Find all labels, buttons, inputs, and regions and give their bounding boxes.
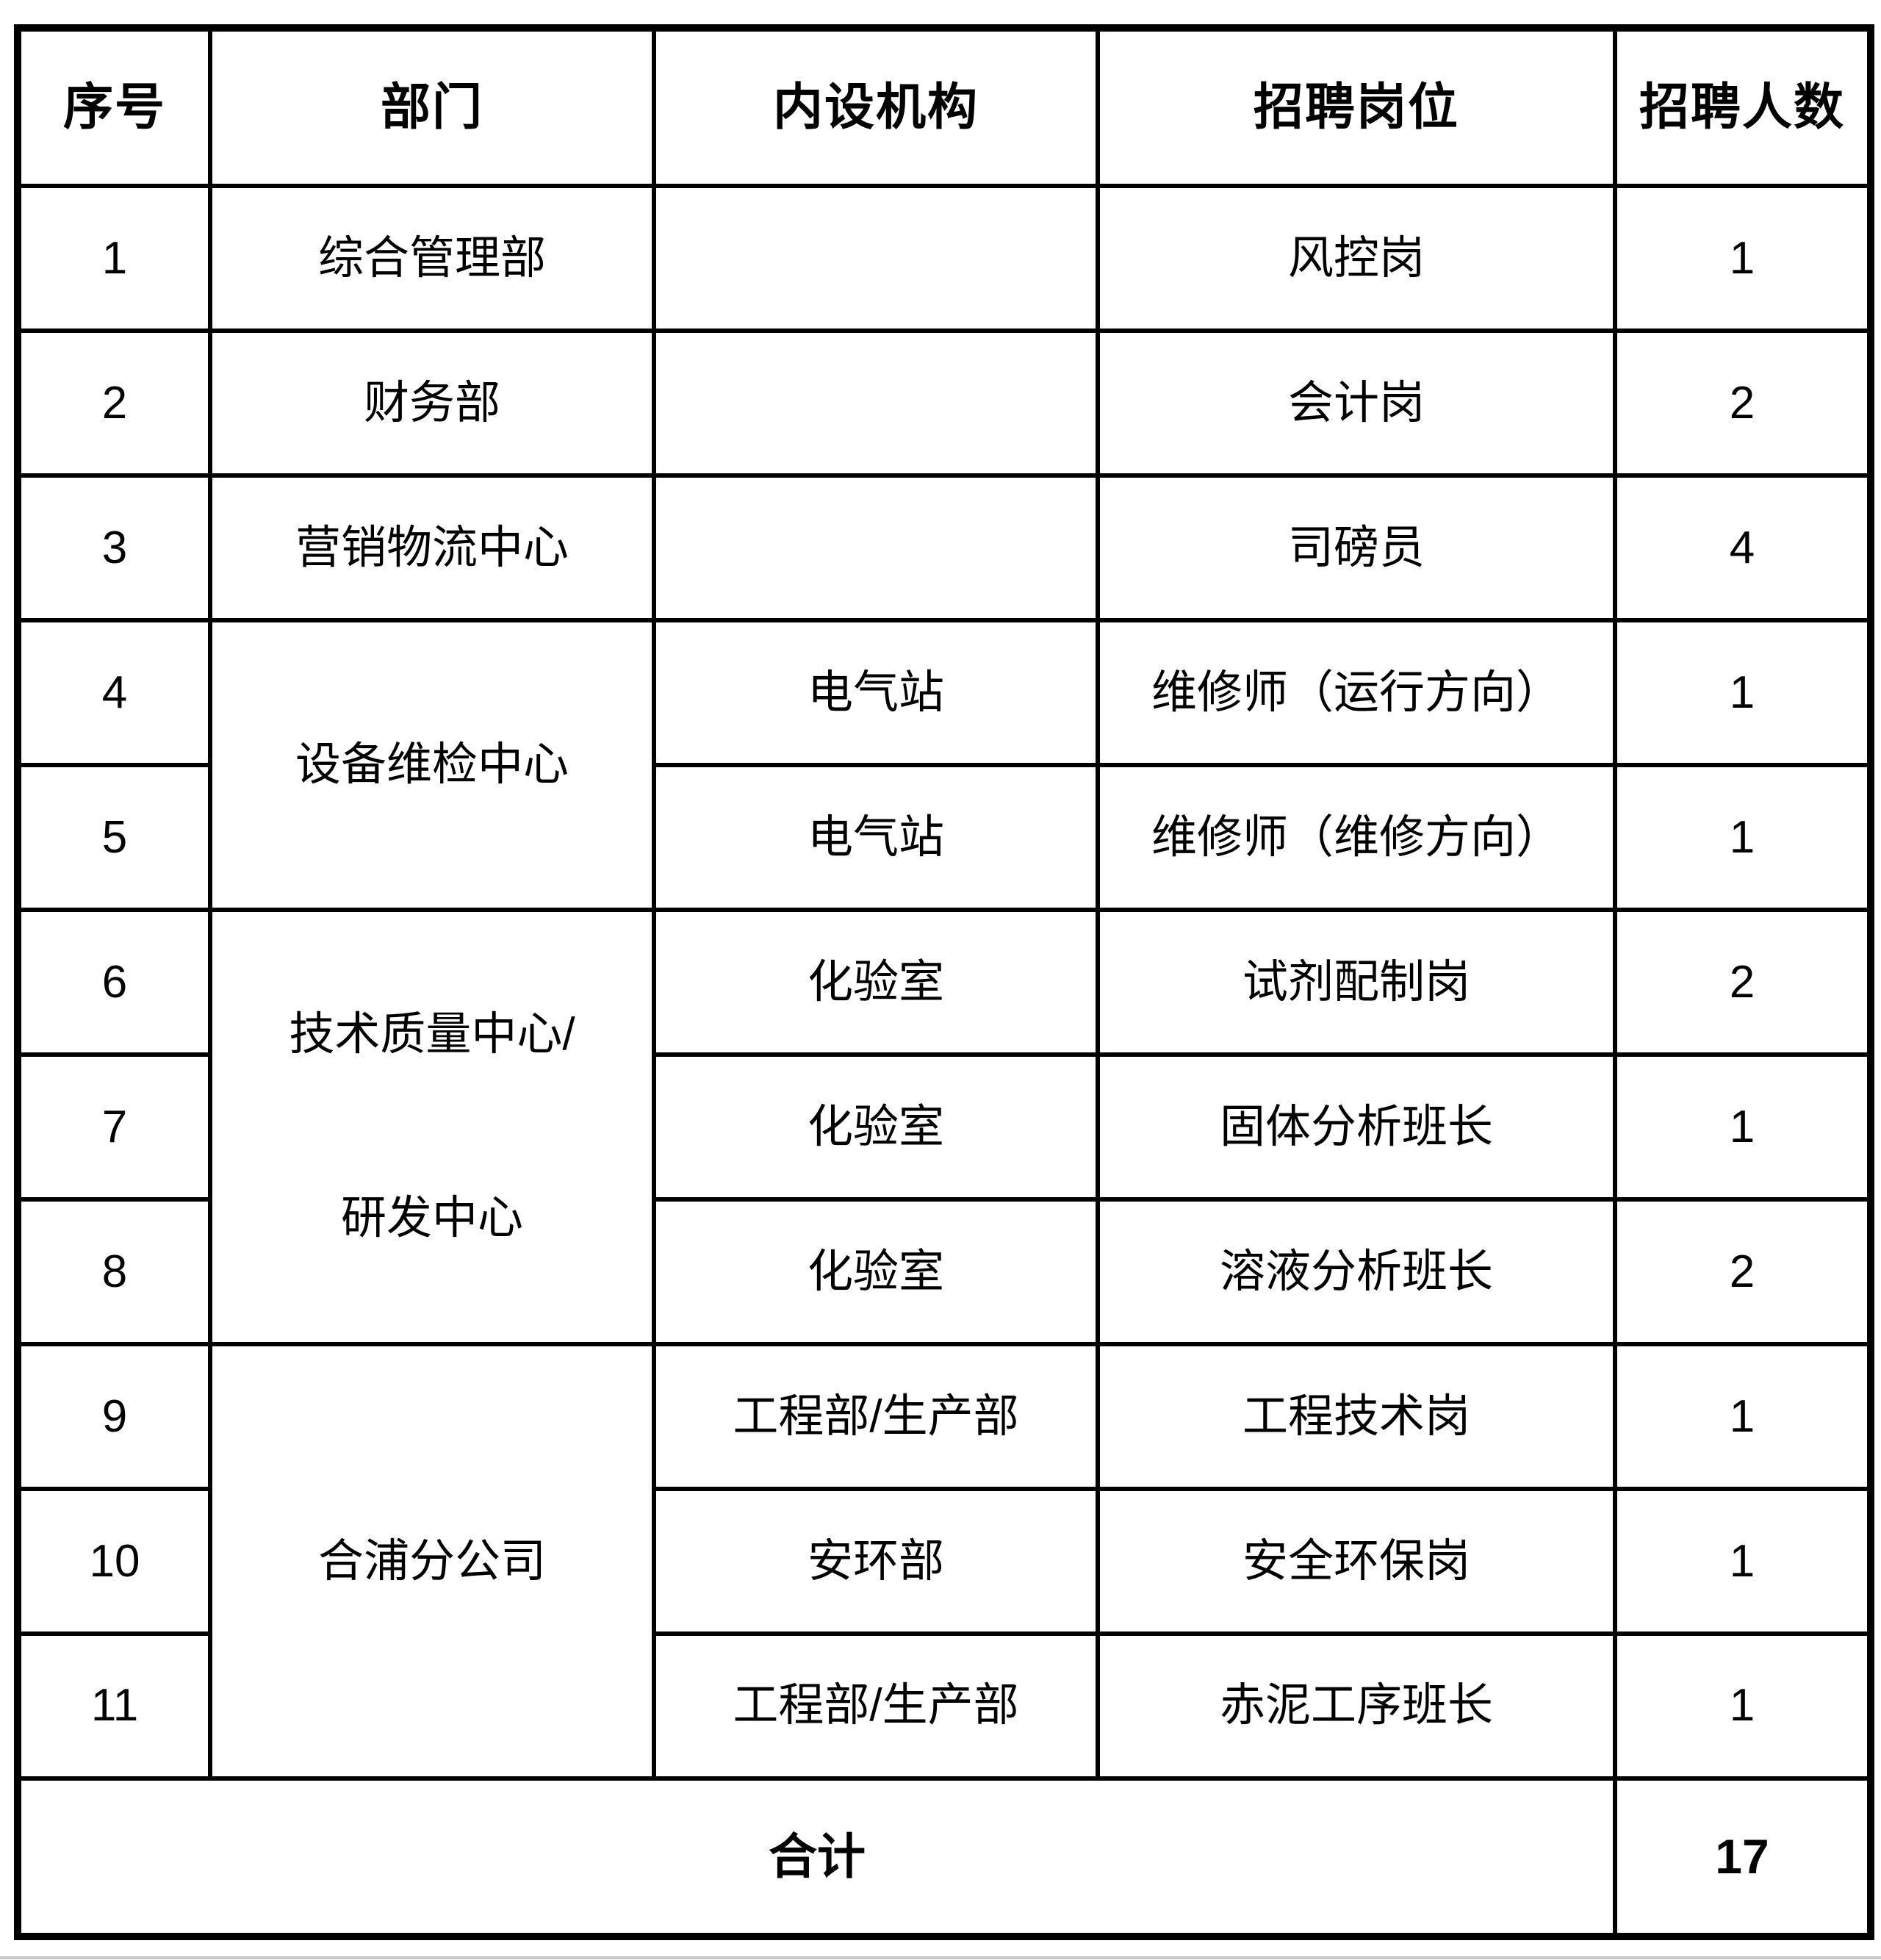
count-cell: 1 — [1613, 617, 1873, 767]
row-no-cell: 6 — [15, 907, 212, 1057]
post-cell: 会计岗 — [1096, 328, 1617, 478]
row-no-cell: 10 — [15, 1486, 212, 1636]
org-cell — [652, 473, 1100, 622]
count-cell: 1 — [1613, 762, 1873, 912]
header-col-dept: 部门 — [208, 26, 656, 188]
count-cell: 1 — [1613, 1341, 1873, 1491]
post-cell: 风控岗 — [1096, 184, 1617, 333]
count-cell: 2 — [1613, 907, 1873, 1057]
dept-cell: 综合管理部 — [208, 184, 656, 333]
row-no-cell: 7 — [15, 1052, 212, 1202]
table-row: 6 技术质量中心/ 研发中心 化验室 试剂配制岗 2 — [15, 907, 1873, 1346]
org-cell: 化验室 — [652, 907, 1100, 1057]
row-no-cell: 4 — [15, 617, 212, 767]
post-cell: 安全环保岗 — [1096, 1486, 1617, 1636]
dept-cell-merged-tech-quality: 技术质量中心/ 研发中心 — [208, 907, 656, 1346]
count-cell: 1 — [1613, 184, 1873, 333]
post-cell: 赤泥工序班长 — [1096, 1631, 1617, 1781]
table-row: 11 工程部/生产部 赤泥工序班长 1 — [15, 1631, 1873, 1781]
org-cell: 化验室 — [652, 1196, 1100, 1346]
total-label-cell: 合计 — [15, 1776, 1617, 1939]
dept-cell: 财务部 — [208, 328, 656, 478]
table-row: 4 设备维检中心 电气站 维修师（运行方向） 1 — [15, 617, 1873, 912]
dept-line-2: 研发中心 — [340, 1193, 523, 1244]
table-row: 7 化验室 固体分析班长 1 — [15, 1052, 1873, 1202]
header-col-no: 序号 — [15, 26, 212, 188]
post-cell: 工程技术岗 — [1096, 1341, 1617, 1491]
post-cell: 司磅员 — [1096, 473, 1617, 622]
dept-cell-merged-equipment: 设备维检中心 — [208, 617, 656, 912]
header-col-count: 招聘人数 — [1613, 26, 1873, 188]
count-cell: 2 — [1613, 1196, 1873, 1346]
row-no-cell: 2 — [15, 328, 212, 478]
org-cell: 电气站 — [652, 617, 1100, 767]
post-cell: 维修师（维修方向） — [1096, 762, 1617, 912]
org-cell: 安环部 — [652, 1486, 1100, 1636]
table-row: 9 合浦分公司 工程部/生产部 工程技术岗 1 — [15, 1341, 1873, 1781]
org-cell: 化验室 — [652, 1052, 1100, 1202]
bottom-edge-divider — [0, 1956, 1881, 1959]
count-cell: 2 — [1613, 328, 1873, 478]
table-row: 1 综合管理部 风控岗 1 — [15, 184, 1873, 333]
dept-cell-merged-hepu-branch: 合浦分公司 — [208, 1341, 656, 1781]
count-cell: 1 — [1613, 1052, 1873, 1202]
header-row: 序号 部门 内设机构 招聘岗位 招聘人数 — [15, 26, 1873, 188]
header-col-org: 内设机构 — [652, 26, 1100, 188]
table-row: 5 电气站 维修师（维修方向） 1 — [15, 762, 1873, 912]
count-cell: 1 — [1613, 1631, 1873, 1781]
post-cell: 维修师（运行方向） — [1096, 617, 1617, 767]
dept-cell: 营销物流中心 — [208, 473, 656, 622]
row-no-cell: 3 — [15, 473, 212, 622]
count-cell: 1 — [1613, 1486, 1873, 1636]
count-cell: 4 — [1613, 473, 1873, 622]
row-no-cell: 11 — [15, 1631, 212, 1781]
dept-line-1: 技术质量中心/ — [289, 1009, 575, 1060]
org-cell — [652, 328, 1100, 478]
org-cell — [652, 184, 1100, 333]
org-cell: 电气站 — [652, 762, 1100, 912]
table-row: 10 安环部 安全环保岗 1 — [15, 1486, 1873, 1636]
total-count-cell: 17 — [1613, 1776, 1873, 1939]
org-cell: 工程部/生产部 — [652, 1631, 1100, 1781]
post-cell: 固体分析班长 — [1096, 1052, 1617, 1202]
table-row: 2 财务部 会计岗 2 — [15, 328, 1873, 478]
row-no-cell: 1 — [15, 184, 212, 333]
total-row: 合计 17 — [15, 1776, 1873, 1939]
table-row: 8 化验室 溶液分析班长 2 — [15, 1196, 1873, 1346]
header-col-post: 招聘岗位 — [1096, 26, 1617, 188]
table-row: 3 营销物流中心 司磅员 4 — [15, 473, 1873, 622]
row-no-cell: 8 — [15, 1196, 212, 1346]
post-cell: 试剂配制岗 — [1096, 907, 1617, 1057]
post-cell: 溶液分析班长 — [1096, 1196, 1617, 1346]
row-no-cell: 5 — [15, 762, 212, 912]
recruitment-table: 序号 部门 内设机构 招聘岗位 招聘人数 1 综合管理部 风控岗 1 2 财务部… — [14, 24, 1874, 1940]
row-no-cell: 9 — [15, 1341, 212, 1491]
org-cell: 工程部/生产部 — [652, 1341, 1100, 1491]
